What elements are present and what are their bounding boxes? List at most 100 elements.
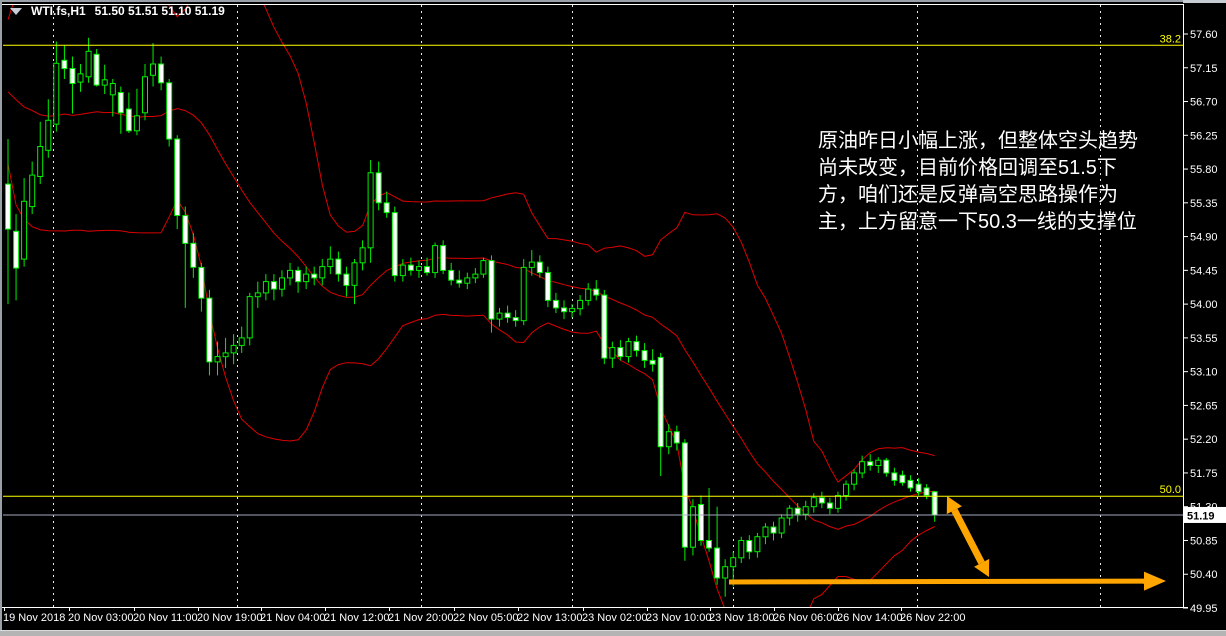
candle (238, 326, 245, 353)
candle-body (262, 281, 269, 294)
bollinger-middle-line (7, 91, 935, 530)
candle (561, 300, 567, 320)
candle (367, 160, 374, 263)
candle (53, 41, 60, 132)
candle (383, 191, 390, 218)
candle (512, 310, 519, 327)
candle-body (512, 317, 519, 322)
candle-body (625, 341, 632, 358)
candle-body (21, 200, 28, 260)
ohlc-values: 51.50 51.51 51.10 51.19 (94, 4, 225, 18)
candle (262, 274, 269, 301)
arrow-head[interactable] (974, 558, 990, 577)
candle (206, 289, 213, 376)
candle-body (544, 272, 551, 301)
candle (464, 272, 471, 290)
price-tick-label: 57.60 (1190, 29, 1218, 41)
candle-body (593, 288, 600, 296)
candle-body (287, 269, 293, 279)
time-axis-label: 26 Nov 14:00 (837, 612, 902, 624)
candle-body (657, 356, 664, 448)
candle-body (375, 172, 382, 204)
candle-body (61, 59, 68, 70)
candle-body (77, 73, 84, 83)
candle-body (730, 557, 737, 568)
price-tick-label: 55.35 (1190, 198, 1218, 210)
candle (303, 266, 310, 290)
candle (754, 532, 761, 558)
arrow-shaft[interactable] (729, 578, 1144, 585)
candle-body (786, 507, 793, 519)
candle (601, 289, 608, 365)
time-axis-label: 23 Nov 18:00 (709, 612, 774, 624)
candle (778, 514, 785, 539)
candle-body (174, 138, 181, 216)
candle-body (125, 108, 132, 132)
symbol-period-label: WTI.fs,H1 (31, 4, 86, 18)
candle (835, 491, 841, 513)
candle-body (432, 245, 439, 274)
price-axis-top-edge (1183, 0, 1226, 3)
candle-body (85, 50, 92, 78)
candle (295, 266, 302, 293)
candle-body (907, 479, 914, 489)
candle-body (13, 230, 20, 269)
candle (794, 502, 801, 522)
candle (698, 495, 704, 546)
candle (923, 484, 930, 500)
candle (311, 266, 318, 286)
price-tick-label: 51.75 (1190, 468, 1218, 480)
candle-body (794, 507, 801, 515)
candle (359, 240, 366, 271)
arrow-head[interactable] (1144, 571, 1166, 591)
candle-body (416, 266, 422, 271)
candle (214, 341, 221, 376)
arrow-shaft[interactable] (951, 508, 985, 565)
candle (480, 257, 487, 278)
support-line-arrow[interactable] (729, 571, 1166, 591)
candle (29, 161, 36, 215)
candle (440, 240, 447, 275)
fib-level-label: 50.0 (1160, 484, 1181, 496)
candle (657, 352, 664, 476)
time-axis-label: 23 Nov 10:00 (646, 612, 711, 624)
candle (915, 478, 922, 496)
symbol-dropdown-icon[interactable] (10, 7, 22, 15)
candle-body (617, 347, 624, 358)
arrow-head[interactable] (946, 496, 962, 515)
candle-body (270, 281, 277, 290)
candle-body (698, 504, 704, 541)
candle-body (182, 215, 189, 244)
candle (681, 439, 688, 561)
candle-body (706, 540, 712, 549)
candle-body (399, 264, 406, 277)
candle (109, 79, 116, 117)
candle-body (859, 461, 866, 474)
candle-body (448, 269, 455, 281)
candle-body (391, 212, 398, 277)
candle-body (53, 62, 60, 125)
candle (270, 274, 277, 301)
candle-body (883, 459, 890, 474)
time-axis-label: 21 Nov 20:00 (388, 612, 453, 624)
candle (13, 214, 20, 301)
candle (327, 246, 334, 275)
candle (5, 139, 11, 305)
candle-body (770, 526, 777, 534)
price-tick-label: 54.90 (1190, 232, 1218, 244)
candle-body (440, 245, 447, 271)
candle-body (689, 506, 696, 548)
candle-body (891, 472, 898, 481)
candle-body (585, 288, 592, 301)
candle-body (843, 483, 849, 497)
projection-down-arrow[interactable] (946, 496, 990, 577)
candle (907, 475, 914, 492)
candle-body (746, 540, 753, 553)
candle-body (37, 146, 44, 177)
candle (883, 457, 890, 477)
candle (641, 343, 648, 368)
candle-body (915, 483, 922, 493)
price-tick-label: 52.20 (1190, 434, 1218, 446)
